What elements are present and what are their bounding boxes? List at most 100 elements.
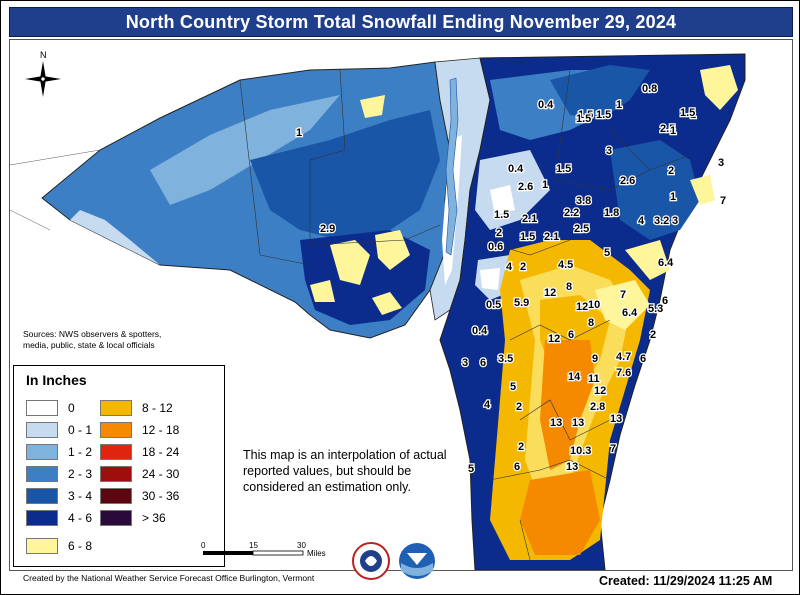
snowfall-observation: 12 xyxy=(544,287,556,299)
snowfall-observation: 2.8 xyxy=(590,401,605,413)
snowfall-observation: 8 xyxy=(566,281,572,293)
snowfall-observation: 1.5 xyxy=(680,107,695,119)
snowfall-observation: 6 xyxy=(662,295,668,307)
snowfall-observation: 3 xyxy=(672,215,678,227)
snowfall-observation: 1.5 xyxy=(520,231,535,243)
snowfall-observation: 2.2 xyxy=(564,207,579,219)
snowfall-observation: 13 xyxy=(610,413,622,425)
legend-item: > 36 xyxy=(100,510,166,526)
snowfall-observation: 12 xyxy=(548,333,560,345)
lake-champlain xyxy=(445,77,459,256)
snowfall-observation: 6 xyxy=(568,329,574,341)
snowfall-observation: 13 xyxy=(572,417,584,429)
snowfall-observation: 3 xyxy=(462,357,468,369)
snowfall-observation: 3 xyxy=(606,145,612,157)
snowfall-observation: 6.4 xyxy=(658,257,674,269)
scale-tick-30: 30 xyxy=(297,541,306,550)
snowfall-observation: 1 xyxy=(670,125,676,137)
legend-title: In Inches xyxy=(26,372,87,388)
snowfall-observation: 1 xyxy=(670,191,676,203)
snowfall-observation: 1.5 xyxy=(596,109,611,121)
snowfall-observation: 2 xyxy=(516,401,522,413)
snowfall-observation: 1 xyxy=(296,127,302,139)
legend-item: 8 - 12 xyxy=(100,400,173,416)
snowfall-observation: 6 xyxy=(640,353,646,365)
snowfall-observation: 1 xyxy=(542,179,548,191)
snowfall-observation: 7 xyxy=(610,443,616,455)
snowfall-observation: 5 xyxy=(604,247,610,259)
snowfall-observation: 0.4 xyxy=(538,99,554,111)
noaa-logo-icon xyxy=(399,543,435,579)
snowfall-observation: 4.7 xyxy=(616,351,631,363)
scale-tick-15: 15 xyxy=(249,541,258,550)
snowfall-observation: 2.1 xyxy=(522,213,537,225)
snowfall-observation: 3 xyxy=(718,157,724,169)
sources-line-1: Sources: NWS observers & spotters, xyxy=(23,329,162,339)
legend-item: 6 - 8 xyxy=(26,538,92,554)
map-title: North Country Storm Total Snowfall Endin… xyxy=(125,11,677,32)
snowfall-observation: 12 xyxy=(594,385,606,397)
sources-note: Sources: NWS observers & spotters, media… xyxy=(23,329,213,351)
snowfall-observation: 1.5 xyxy=(578,109,593,121)
credit-line: Created by the National Weather Service … xyxy=(23,573,315,583)
snowfall-observation: 5 xyxy=(510,381,516,393)
snowfall-observation: 1.5 xyxy=(556,163,571,175)
snowfall-observation: 7 xyxy=(720,195,726,207)
legend-item: 30 - 36 xyxy=(100,488,179,504)
scale-bar: 0 15 30 Miles xyxy=(201,541,326,558)
north-label: N xyxy=(40,50,47,60)
legend-item: 12 - 18 xyxy=(100,422,179,438)
legend-item: 24 - 30 xyxy=(100,466,179,482)
map-area: 0.8 0.4 1.5 1.5 1 1.5 2.5 1 1 1 1.5 0.4 1.5 3 2 3 2.6 1 2.… xyxy=(9,39,793,571)
snowfall-observation: 4 xyxy=(638,215,645,227)
snowfall-observation: 0.8 xyxy=(642,83,657,95)
snowfall-observation: 11 xyxy=(588,373,600,385)
created-timestamp: Created: 11/29/2024 11:25 AM xyxy=(599,574,773,588)
scale-unit: Miles xyxy=(307,549,326,558)
north-arrow-icon: N xyxy=(25,50,61,97)
snowfall-observation: 1.5 xyxy=(494,209,509,221)
snowfall-observation: 8 xyxy=(588,317,594,329)
snowfall-observation: 0.6 xyxy=(488,241,503,253)
snowfall-observation: 10 xyxy=(588,299,600,311)
county-boundaries xyxy=(239,69,691,561)
snowfall-observation: 3.5 xyxy=(498,353,513,365)
snowfall-observation: 0.5 xyxy=(486,299,501,311)
snowfall-observation: 1.5 xyxy=(576,113,591,125)
snowfall-observation: 3.8 xyxy=(576,195,591,207)
snowfall-observation: 14 xyxy=(568,371,581,383)
legend-item: 0 - 1 xyxy=(26,422,92,438)
snowfall-observation: 3.2 xyxy=(654,215,669,227)
sources-line-2: media, public, state & local officials xyxy=(23,340,155,350)
snowfall-observation: 2.6 xyxy=(518,181,533,193)
legend-item: 18 - 24 xyxy=(100,444,179,460)
legend-item: 1 - 2 xyxy=(26,444,92,460)
legend-item: 3 - 4 xyxy=(26,488,92,504)
snowfall-observation: 13 xyxy=(550,417,562,429)
snowfall-observation: 1 xyxy=(690,109,696,121)
snowfall-observation: 2.9 xyxy=(320,223,335,235)
agency-logos xyxy=(352,542,435,580)
legend-item: 0 xyxy=(26,400,75,416)
snowfall-observation: 2 xyxy=(496,227,502,239)
snowfall-observation: 1 xyxy=(616,99,622,111)
snowfall-observation: 0.4 xyxy=(508,163,524,175)
snowfall-observation: 9 xyxy=(592,353,598,365)
snowfall-observation: 2 xyxy=(518,441,524,453)
snowfall-observation: 4.5 xyxy=(558,259,573,271)
snowfall-observation: 4 xyxy=(484,399,491,411)
snowfall-observation: 2.6 xyxy=(620,175,635,187)
snowfall-observation: 2.5 xyxy=(574,223,589,235)
snowfall-observation: 7 xyxy=(620,289,626,301)
legend-item: 4 - 6 xyxy=(26,510,92,526)
snowfall-observation: 2 xyxy=(650,329,656,341)
interpolation-note: This map is an interpolation of actual r… xyxy=(243,448,447,494)
scale-tick-0: 0 xyxy=(201,541,206,550)
snowfall-observation: 4 xyxy=(506,261,513,273)
snowfall-observation: 2 xyxy=(520,261,526,273)
snowfall-observation: 6 xyxy=(480,357,486,369)
snowfall-observation: 5.3 xyxy=(648,303,663,315)
